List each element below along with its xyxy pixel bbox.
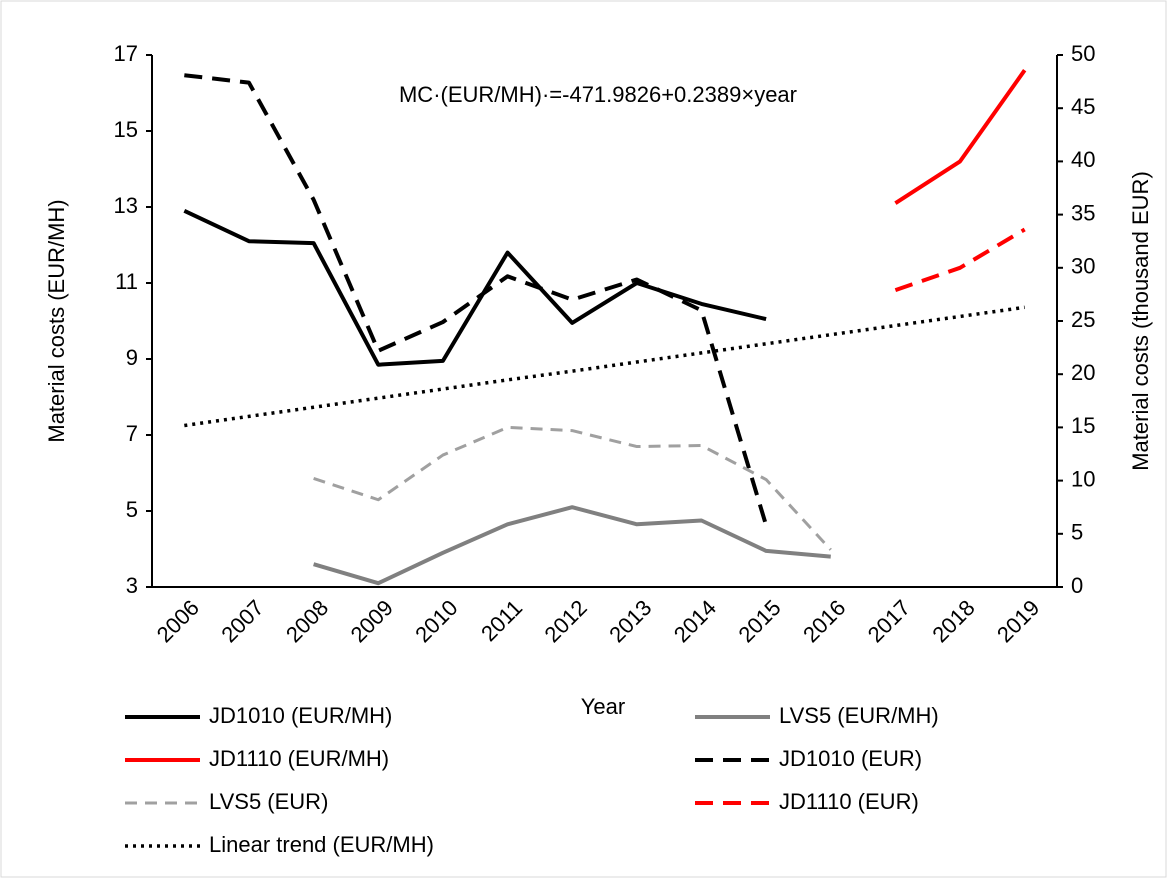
y-tick-label: 11 xyxy=(115,269,138,294)
y2-tick-label: 50 xyxy=(1071,41,1095,66)
legend-label: JD1010 (EUR) xyxy=(779,746,922,771)
legend-label: JD1010 (EUR/MH) xyxy=(209,703,392,728)
series-line xyxy=(894,227,1026,293)
y2-tick-label: 0 xyxy=(1071,573,1083,598)
annotation: MC·(EUR/MH)·=-471.9826+0.2389×year xyxy=(399,82,797,107)
legend-label: LVS5 (EUR) xyxy=(209,789,328,814)
legend-label: LVS5 (EUR/MH) xyxy=(779,703,939,728)
y-tick-label: 5 xyxy=(126,497,138,522)
y-axis-title: Material costs (EUR/MH) xyxy=(44,199,69,442)
y-tick-label: 17 xyxy=(114,41,138,66)
y-tick-label: 13 xyxy=(114,193,138,218)
y2-tick-label: 10 xyxy=(1071,466,1095,491)
legend-label: JD1110 (EUR) xyxy=(779,789,919,814)
series-line xyxy=(184,305,1025,428)
y2-tick-label: 45 xyxy=(1071,94,1095,119)
y2-tick-label: 5 xyxy=(1071,520,1083,545)
series-line xyxy=(313,505,831,586)
y2-tick-label: 35 xyxy=(1071,200,1095,225)
x-axis-title: Year xyxy=(581,694,625,719)
y2-tick-label: 15 xyxy=(1071,413,1095,438)
y-tick-label: 9 xyxy=(126,345,138,370)
y2-axis-title: Material costs (thousand EUR) xyxy=(1128,171,1153,471)
y2-tick-label: 40 xyxy=(1071,147,1095,172)
y2-tick-label: 25 xyxy=(1071,307,1095,332)
series-line xyxy=(313,425,832,551)
y2-tick-label: 30 xyxy=(1071,254,1095,279)
y-tick-label: 3 xyxy=(126,573,138,598)
y2-tick-label: 20 xyxy=(1071,360,1095,385)
y-tick-label: 15 xyxy=(114,117,138,142)
legend-label: JD1110 (EUR/MH) xyxy=(209,746,389,771)
legend-label: Linear trend (EUR/MH) xyxy=(209,832,434,857)
series-line xyxy=(894,69,1027,205)
series-line xyxy=(184,73,769,526)
y-tick-label: 7 xyxy=(126,421,138,446)
